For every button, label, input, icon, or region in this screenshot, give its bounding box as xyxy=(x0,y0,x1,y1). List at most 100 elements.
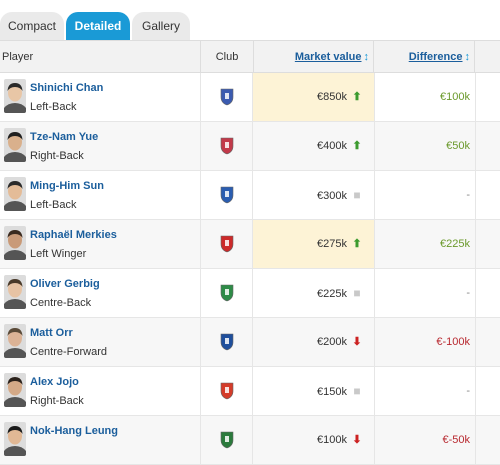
market-value: €300k xyxy=(317,190,347,202)
player-name-link[interactable]: Matt Orr xyxy=(30,327,73,339)
player-position: Centre-Forward xyxy=(30,346,108,358)
table-row: Matt Orr Centre-Forward €200k ⬇ €-100k xyxy=(0,318,500,367)
row-spacer xyxy=(476,269,500,317)
player-photo[interactable] xyxy=(4,422,26,456)
row-spacer xyxy=(476,73,500,121)
difference-cell: €50k xyxy=(375,122,476,170)
difference-cell: - xyxy=(375,367,476,415)
market-value-cell: €400k ⬆ xyxy=(253,122,375,170)
player-name-link[interactable]: Oliver Gerbig xyxy=(30,278,100,290)
table-row: Tze-Nam Yue Right-Back €400k ⬆ €50k xyxy=(0,122,500,171)
market-value-cell: €100k ⬇ xyxy=(253,416,375,464)
player-name-link[interactable]: Alex Jojo xyxy=(30,376,79,388)
market-value: €400k xyxy=(317,140,347,152)
sort-difference-link[interactable]: Difference xyxy=(408,51,463,63)
sort-market-value-link[interactable]: Market value xyxy=(294,51,362,63)
row-spacer xyxy=(476,318,500,366)
club-crest-icon[interactable] xyxy=(219,88,235,106)
table-row: Alex Jojo Right-Back €150k ■ - xyxy=(0,367,500,416)
player-name-link[interactable]: Nok-Hang Leung xyxy=(30,425,118,437)
header-player: Player xyxy=(2,51,34,63)
up-arrow-icon: ⬆ xyxy=(352,91,362,103)
no-change-icon: ■ xyxy=(353,188,361,202)
market-value: €275k xyxy=(317,238,347,250)
club-crest-icon[interactable] xyxy=(219,186,235,204)
table-row: Ming-Him Sun Left-Back €300k ■ - xyxy=(0,171,500,220)
sort-icon[interactable]: ↕ xyxy=(363,51,370,63)
difference-cell: €-100k xyxy=(375,318,476,366)
table-row: Oliver Gerbig Centre-Back €225k ■ - xyxy=(0,269,500,318)
market-value-cell: €850k ⬆ xyxy=(253,73,375,121)
player-name-link[interactable]: Shinichi Chan xyxy=(30,82,104,94)
difference-cell: - xyxy=(375,269,476,317)
market-value: €200k xyxy=(317,336,347,348)
down-arrow-icon: ⬇ xyxy=(352,434,362,446)
difference-cell: €-50k xyxy=(375,416,476,464)
up-arrow-icon: ⬆ xyxy=(352,238,362,250)
difference-cell: €100k xyxy=(375,73,476,121)
club-crest-icon[interactable] xyxy=(219,137,235,155)
player-table-body: Shinichi Chan Left-Back €850k ⬆ €100k Tze-Nam… xyxy=(0,73,500,465)
market-value-cell: €300k ■ xyxy=(253,171,375,219)
club-cell xyxy=(200,416,253,464)
club-crest-icon[interactable] xyxy=(219,431,235,449)
table-row: Nok-Hang Leung €100k ⬇ €-50k xyxy=(0,416,500,465)
player-position: Left Winger xyxy=(30,248,87,260)
player-position: Left-Back xyxy=(30,101,77,113)
player-photo[interactable] xyxy=(4,226,26,260)
header-market-value[interactable]: Market value ↕ xyxy=(253,41,374,72)
header-club: Club xyxy=(200,41,254,72)
club-cell xyxy=(200,367,253,415)
up-arrow-icon: ⬆ xyxy=(352,140,362,152)
tab-gallery[interactable]: Gallery xyxy=(132,12,190,40)
market-value-cell: €150k ■ xyxy=(253,367,375,415)
player-position: Right-Back xyxy=(30,150,84,162)
table-header: Player Club Market value ↕ Difference ↕ xyxy=(0,40,500,73)
club-cell xyxy=(200,122,253,170)
player-name-link[interactable]: Raphaël Merkies xyxy=(30,229,117,241)
player-photo[interactable] xyxy=(4,79,26,113)
club-crest-icon[interactable] xyxy=(219,333,235,351)
club-crest-icon[interactable] xyxy=(219,235,235,253)
market-value-cell: €200k ⬇ xyxy=(253,318,375,366)
player-photo[interactable] xyxy=(4,275,26,309)
view-tabs: Compact Detailed Gallery xyxy=(0,0,500,40)
row-spacer xyxy=(476,416,500,464)
market-value: €225k xyxy=(317,288,347,300)
player-photo[interactable] xyxy=(4,128,26,162)
market-value-cell: €275k ⬆ xyxy=(253,220,375,268)
difference-cell: - xyxy=(375,171,476,219)
sort-icon[interactable]: ↕ xyxy=(464,51,471,63)
player-photo[interactable] xyxy=(4,177,26,211)
club-cell xyxy=(200,269,253,317)
club-crest-icon[interactable] xyxy=(219,284,235,302)
no-change-icon: ■ xyxy=(353,286,361,300)
player-name-link[interactable]: Tze-Nam Yue xyxy=(30,131,99,143)
table-row: Shinichi Chan Left-Back €850k ⬆ €100k xyxy=(0,73,500,122)
row-spacer xyxy=(476,367,500,415)
club-crest-icon[interactable] xyxy=(219,382,235,400)
player-position: Centre-Back xyxy=(30,297,92,309)
row-spacer xyxy=(476,171,500,219)
no-change-icon: ■ xyxy=(353,384,361,398)
row-spacer xyxy=(476,122,500,170)
table-row: Raphaël Merkies Left Winger €275k ⬆ €225k xyxy=(0,220,500,269)
club-cell xyxy=(200,220,253,268)
player-position: Left-Back xyxy=(30,199,77,211)
down-arrow-icon: ⬇ xyxy=(352,336,362,348)
header-difference[interactable]: Difference ↕ xyxy=(375,41,475,72)
player-name-link[interactable]: Ming-Him Sun xyxy=(30,180,104,192)
player-position: Right-Back xyxy=(30,395,84,407)
market-value-cell: €225k ■ xyxy=(253,269,375,317)
difference-cell: €225k xyxy=(375,220,476,268)
club-cell xyxy=(200,318,253,366)
tab-compact[interactable]: Compact xyxy=(0,12,64,40)
market-value: €150k xyxy=(317,386,347,398)
market-value: €100k xyxy=(317,434,347,446)
row-spacer xyxy=(476,220,500,268)
market-value: €850k xyxy=(317,91,347,103)
club-cell xyxy=(200,73,253,121)
player-photo[interactable] xyxy=(4,324,26,358)
tab-detailed[interactable]: Detailed xyxy=(66,12,130,40)
player-photo[interactable] xyxy=(4,373,26,407)
